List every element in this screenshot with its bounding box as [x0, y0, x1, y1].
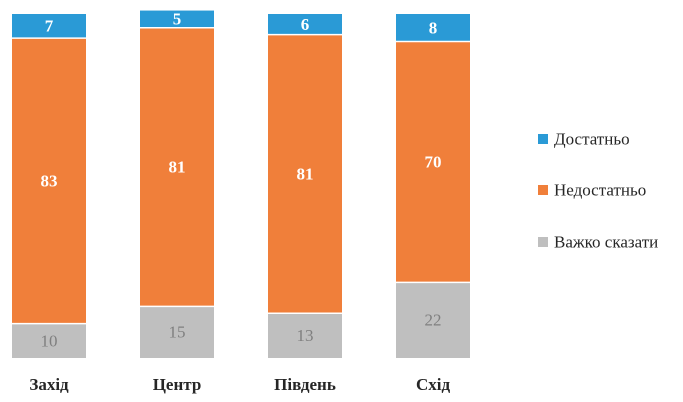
bar-segment-південь-0	[268, 313, 342, 358]
data-label-захід-0: 10	[41, 331, 58, 350]
bars-group: 10 83 7 15 81 5 13 81 6 22 70 8	[12, 10, 470, 358]
bar-segment-центр-1	[140, 27, 214, 307]
data-label-схід-0: 22	[425, 311, 442, 330]
data-label-схід-2: 8	[429, 18, 438, 37]
legend: Достатньо Недостатньо Важко сказати	[538, 130, 658, 252]
category-label-південь: Південь	[274, 375, 336, 394]
legend-label-2: Важко сказати	[554, 233, 658, 252]
bar-segment-центр-0	[140, 306, 214, 358]
legend-label-1: Недостатньо	[554, 181, 646, 200]
data-label-захід-1: 83	[41, 171, 58, 190]
bar-segment-південь-2	[268, 14, 342, 35]
data-label-південь-0: 13	[297, 326, 314, 345]
category-label-схід: Схід	[416, 375, 451, 394]
bar-segment-південь-1	[268, 34, 342, 314]
bar-segment-захід-0	[12, 323, 86, 358]
bar-segment-захід-1	[12, 38, 86, 324]
data-label-південь-2: 6	[301, 15, 310, 34]
legend-label-0: Достатньо	[554, 130, 630, 149]
category-label-захід: Захід	[29, 375, 69, 394]
category-label-центр: Центр	[153, 375, 202, 394]
data-label-центр-0: 15	[169, 323, 186, 342]
data-label-схід-1: 70	[425, 152, 442, 171]
legend-swatch-0	[538, 134, 548, 144]
data-label-південь-1: 81	[297, 164, 314, 183]
bar-segment-схід-0	[396, 282, 470, 358]
category-labels: Захід Центр Південь Схід	[29, 375, 450, 394]
bar-segment-центр-2	[140, 10, 214, 28]
legend-swatch-2	[538, 237, 548, 247]
bar-segment-схід-2	[396, 14, 470, 42]
bar-segment-захід-2	[12, 14, 86, 39]
data-label-центр-1: 81	[169, 158, 186, 177]
data-label-захід-2: 7	[45, 17, 54, 36]
legend-swatch-1	[538, 185, 548, 195]
data-label-центр-2: 5	[173, 10, 182, 29]
bar-segment-схід-1	[396, 41, 470, 283]
